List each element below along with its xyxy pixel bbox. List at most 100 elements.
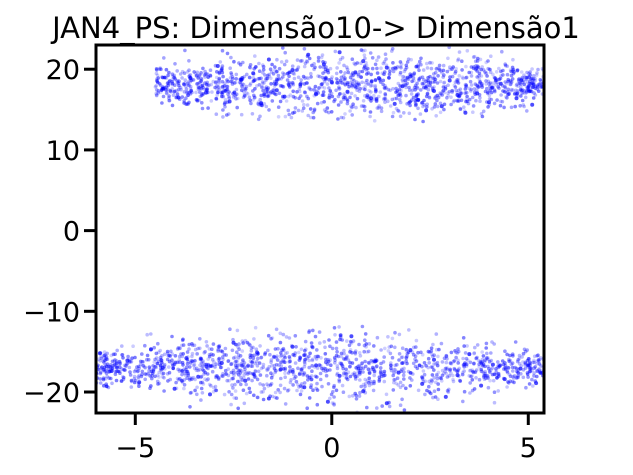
data-point	[409, 57, 414, 62]
data-point	[192, 362, 197, 367]
data-point	[124, 363, 128, 368]
data-point	[232, 81, 237, 85]
data-point	[186, 82, 191, 87]
data-point	[225, 84, 230, 89]
data-point	[307, 56, 312, 61]
data-point	[287, 355, 292, 359]
data-point	[170, 78, 175, 82]
data-point	[455, 79, 460, 84]
data-point	[527, 382, 532, 386]
data-point	[405, 102, 409, 106]
data-point	[497, 77, 502, 82]
data-point	[525, 89, 529, 93]
data-point	[170, 87, 174, 91]
data-point	[173, 360, 178, 365]
data-point	[495, 376, 499, 380]
data-point	[178, 85, 182, 90]
data-point	[445, 375, 450, 379]
data-point	[266, 86, 271, 90]
data-point	[377, 104, 382, 108]
data-point	[179, 87, 183, 92]
data-point	[196, 87, 201, 91]
data-point	[297, 96, 301, 101]
data-point	[193, 377, 197, 382]
data-point	[307, 365, 312, 370]
data-point	[269, 375, 274, 380]
data-point	[383, 52, 388, 56]
data-point	[456, 88, 461, 93]
data-point	[220, 66, 224, 70]
data-point	[373, 78, 378, 83]
data-point	[394, 66, 398, 71]
data-point	[184, 369, 189, 374]
data-point	[316, 354, 321, 359]
data-point	[187, 347, 191, 351]
data-point	[185, 90, 189, 94]
data-point	[341, 74, 346, 78]
data-point	[468, 360, 473, 365]
data-point	[207, 382, 212, 387]
data-point	[469, 65, 474, 69]
data-point	[216, 90, 220, 95]
data-point	[440, 373, 445, 378]
data-point	[481, 109, 486, 114]
data-point	[271, 72, 276, 76]
data-point	[157, 370, 161, 375]
data-point	[219, 90, 224, 95]
data-point	[372, 93, 376, 98]
data-point	[208, 392, 212, 397]
data-point	[185, 376, 189, 381]
data-point	[477, 365, 482, 369]
data-point	[490, 86, 494, 90]
data-point	[101, 377, 106, 382]
data-point	[486, 385, 491, 390]
data-point	[274, 355, 279, 360]
data-point	[235, 366, 240, 370]
data-point	[348, 374, 353, 379]
data-point	[414, 338, 419, 343]
data-point	[428, 83, 432, 87]
data-point	[493, 77, 498, 81]
data-point	[160, 101, 164, 105]
data-point	[486, 376, 490, 380]
data-point	[509, 362, 514, 367]
data-point	[235, 105, 239, 110]
data-point	[272, 354, 276, 359]
data-point	[308, 351, 312, 356]
data-point	[362, 64, 367, 68]
data-point	[194, 98, 199, 102]
data-point	[340, 55, 345, 60]
data-point	[230, 82, 235, 86]
data-point	[105, 351, 109, 356]
data-point	[440, 379, 444, 383]
data-point	[273, 347, 278, 351]
data-point	[167, 70, 171, 75]
data-point	[176, 95, 181, 100]
data-point	[276, 346, 280, 351]
data-point	[448, 367, 453, 372]
data-point	[147, 365, 152, 369]
data-point	[523, 362, 528, 366]
data-point	[366, 367, 371, 372]
data-point	[220, 350, 225, 354]
data-point	[248, 65, 252, 69]
data-point	[233, 360, 237, 364]
data-point	[271, 90, 275, 95]
data-point	[272, 81, 277, 86]
data-point	[249, 101, 253, 106]
data-point	[329, 363, 333, 368]
data-point	[511, 57, 515, 62]
data-point	[180, 76, 184, 80]
data-point	[372, 373, 377, 378]
data-point	[248, 81, 253, 86]
data-point	[274, 92, 278, 97]
data-point	[220, 64, 225, 68]
data-point	[356, 72, 361, 77]
data-point	[234, 87, 239, 92]
data-point	[434, 67, 439, 71]
data-point	[286, 371, 291, 375]
data-point	[277, 66, 282, 71]
data-point	[339, 100, 343, 104]
data-point	[347, 343, 352, 348]
data-point	[352, 373, 356, 377]
